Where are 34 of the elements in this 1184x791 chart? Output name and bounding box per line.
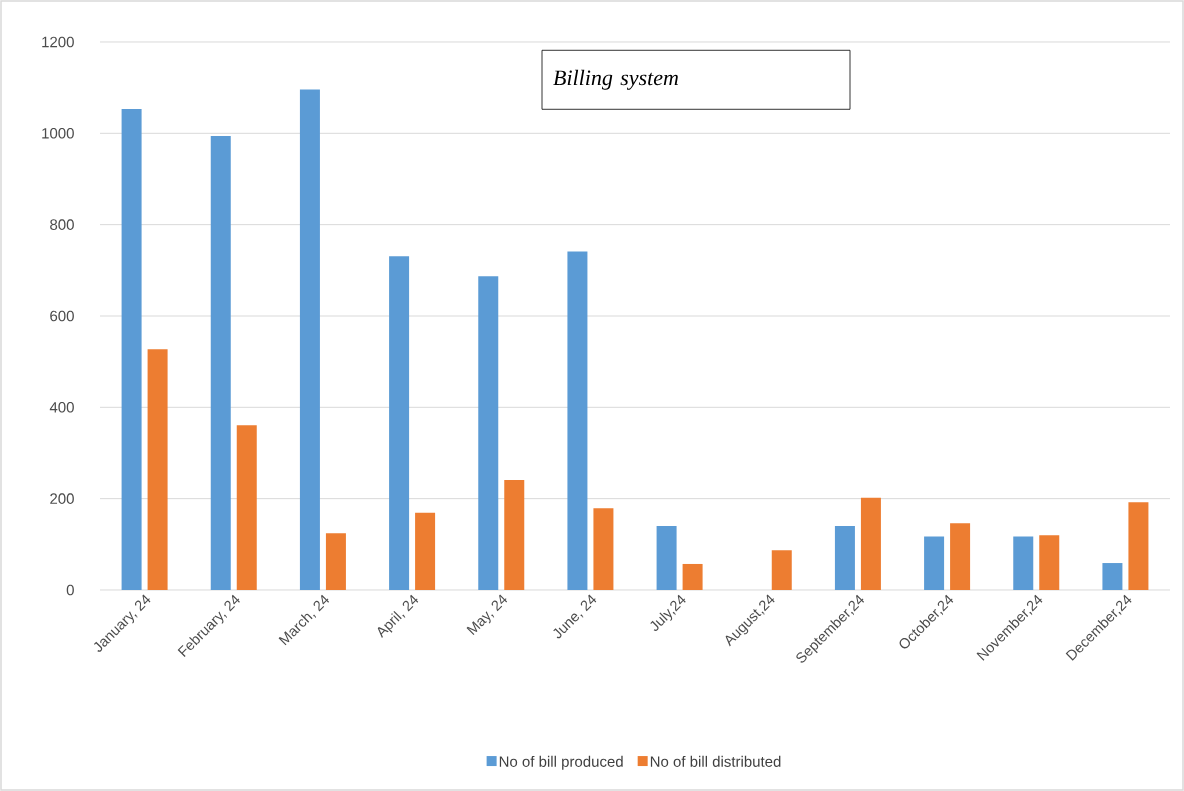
y-tick-label: 400 [49,402,74,413]
bar [834,526,855,590]
x-tick-label: May, 24 [466,594,508,636]
y-tick-label: 200 [50,493,74,504]
bar [771,550,792,590]
bar [325,533,346,590]
bar [950,523,971,590]
y-tick-label: 0 [66,584,74,596]
bar [593,508,614,590]
legend-label: No of bill produced [499,755,623,770]
bar [656,526,677,590]
text: Billing system [553,69,678,90]
bar [567,251,588,590]
bar [1039,535,1060,590]
bar [147,349,168,590]
bar [236,425,257,590]
bar [504,479,525,590]
bar [1128,502,1149,590]
bar [121,109,142,590]
bar [210,136,231,590]
legend-label: No of bill distributed [650,755,781,767]
bar [415,512,436,590]
bar [1102,563,1123,590]
bar [1013,536,1034,590]
y-tick-label: 1000 [42,128,74,139]
bar [682,563,703,590]
bar [389,256,410,590]
bar [924,536,945,590]
y-tick-label: 800 [50,219,74,230]
bar [299,89,320,590]
y-tick-label: 600 [50,310,74,322]
y-tick-label: 1200 [42,36,74,48]
bar [478,276,499,590]
bar [860,497,881,590]
